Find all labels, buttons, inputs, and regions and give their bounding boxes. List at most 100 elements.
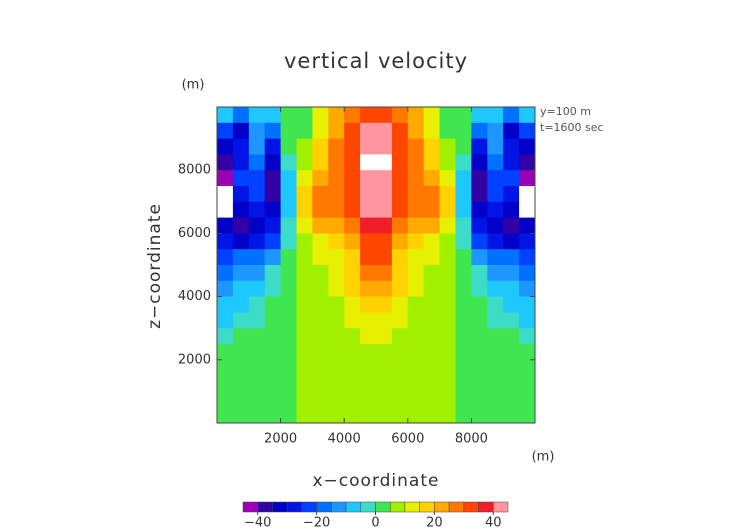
contour-cell — [487, 359, 504, 377]
contour-cell — [344, 107, 361, 124]
contour-cell — [217, 296, 234, 313]
contour-cell — [471, 312, 488, 329]
contour-cell — [407, 186, 425, 203]
contour-cell — [248, 201, 266, 219]
y-tick-label: 2000 — [178, 352, 211, 367]
contour-cell — [248, 122, 266, 140]
contour-cell — [455, 375, 472, 392]
contour-cell — [407, 359, 425, 377]
contour-cell — [264, 186, 282, 203]
contour-cell — [376, 233, 393, 250]
contour-cell — [296, 407, 313, 423]
contour-cell — [519, 296, 535, 313]
contour-cell — [376, 391, 393, 408]
contour-cell — [264, 154, 282, 171]
contour-cell — [280, 359, 297, 377]
contour-cell — [232, 407, 250, 423]
contour-cell — [439, 249, 456, 266]
contour-cell — [503, 328, 520, 345]
contour-cell — [296, 391, 313, 408]
contour-cell — [487, 107, 504, 124]
contour-cell — [407, 201, 425, 219]
contour-cell — [344, 375, 361, 392]
contour-cell — [328, 265, 345, 282]
contour-cell — [376, 249, 393, 266]
contour-cell — [280, 233, 297, 250]
contour-cell — [264, 170, 282, 187]
contour-cell — [232, 233, 250, 250]
contour-cell — [439, 154, 456, 171]
contour-cell — [296, 186, 313, 203]
contour-cell — [503, 280, 520, 298]
contour-cell — [280, 407, 297, 423]
contour-cell — [471, 122, 488, 140]
contour-cell — [232, 280, 250, 298]
colorbar-segment — [419, 501, 435, 513]
contour-cell — [391, 201, 409, 219]
contour-cell — [439, 122, 456, 140]
contour-cell — [407, 407, 425, 423]
contour-cell — [376, 296, 393, 313]
contour-cell — [360, 312, 377, 329]
contour-cell — [217, 249, 234, 266]
contour-cell — [376, 122, 393, 140]
contour-cell — [423, 217, 441, 234]
contour-cell — [407, 391, 425, 408]
contour-cell — [487, 296, 504, 313]
contour-cell — [312, 154, 329, 171]
contour-cell — [280, 170, 297, 187]
contour-cell — [391, 138, 409, 155]
contour-cell — [217, 122, 234, 140]
contour-cell — [471, 280, 488, 298]
contour-cell — [519, 249, 535, 266]
contour-cell — [376, 217, 393, 234]
contour-cell — [360, 122, 377, 140]
contour-cell — [360, 249, 377, 266]
contour-cell — [423, 233, 441, 250]
contour-cell — [439, 344, 456, 361]
contour-cell — [264, 312, 282, 329]
contour-cell — [312, 122, 329, 140]
contour-cell — [344, 344, 361, 361]
contour-cell — [280, 201, 297, 219]
contour-field — [217, 107, 535, 423]
contour-cell — [360, 407, 377, 423]
contour-cell — [264, 138, 282, 155]
contour-cell — [312, 138, 329, 155]
contour-cell — [407, 122, 425, 140]
contour-cell — [344, 280, 361, 298]
contour-cell — [312, 296, 329, 313]
contour-cell — [423, 391, 441, 408]
contour-cell — [455, 391, 472, 408]
x-tick-label: 8000 — [455, 432, 488, 447]
plot-frame — [216, 106, 536, 424]
contour-cell — [503, 186, 520, 203]
contour-cell — [376, 138, 393, 155]
contour-cell — [407, 265, 425, 282]
colorbar-segment — [316, 501, 332, 513]
contour-cell — [232, 201, 250, 219]
contour-cell — [248, 407, 266, 423]
contour-cell — [423, 296, 441, 313]
contour-cell — [280, 391, 297, 408]
contour-cell — [503, 344, 520, 361]
contour-cell — [407, 217, 425, 234]
x-tick-label: 2000 — [264, 432, 297, 447]
contour-cell — [519, 154, 535, 171]
contour-cell — [519, 107, 535, 124]
contour-cell — [471, 249, 488, 266]
contour-cell — [376, 312, 393, 329]
contour-cell — [217, 217, 234, 234]
contour-cell — [328, 201, 345, 219]
contour-cell — [439, 312, 456, 329]
contour-cell — [232, 344, 250, 361]
contour-cell — [248, 391, 266, 408]
contour-cell — [328, 138, 345, 155]
contour-cell — [280, 296, 297, 313]
contour-cell — [232, 217, 250, 234]
contour-cell — [407, 328, 425, 345]
contour-cell — [360, 186, 377, 203]
contour-cell — [407, 296, 425, 313]
contour-cell — [391, 280, 409, 298]
